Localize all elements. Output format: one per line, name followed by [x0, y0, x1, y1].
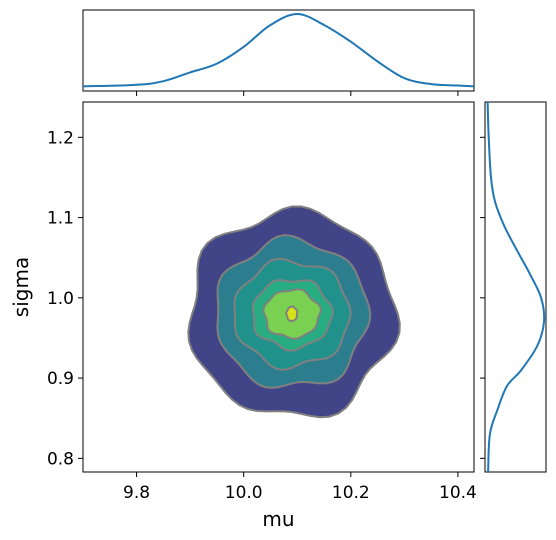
y-tick-label: 0.8 [47, 449, 74, 469]
y-axis-ticks: 0.8 0.9 1.0 1.1 1.2 [47, 128, 83, 469]
marginal-x-frame [82, 9, 475, 92]
y-tick-label: 1.2 [47, 128, 74, 148]
x-tick-label: 9.8 [123, 483, 150, 503]
x-tick-label: 10.0 [225, 483, 263, 503]
marginal-x-ticks [136, 91, 459, 96]
marginal-x-density-line [82, 12, 475, 88]
kde-contour-level-6 [285, 305, 299, 323]
marginal-y-density-line [486, 101, 546, 473]
y-tick-label: 1.0 [47, 289, 74, 309]
joint-panel: 9.8 10.0 10.2 10.4 0.8 0.9 1.0 1.1 1.2 [47, 101, 477, 503]
y-axis-label: sigma [9, 257, 33, 317]
marginal-x-panel [82, 9, 475, 96]
x-axis-ticks: 9.8 10.0 10.2 10.4 [123, 472, 477, 503]
x-tick-label: 10.4 [439, 483, 477, 503]
marginal-y-panel [480, 101, 547, 473]
marginal-y-ticks [480, 136, 485, 459]
x-axis-label: mu [262, 507, 294, 531]
kde-contours [187, 205, 401, 419]
x-tick-label: 10.2 [332, 483, 370, 503]
y-tick-label: 0.9 [47, 369, 74, 389]
y-tick-label: 1.1 [47, 209, 74, 229]
joint-frame [82, 101, 475, 473]
